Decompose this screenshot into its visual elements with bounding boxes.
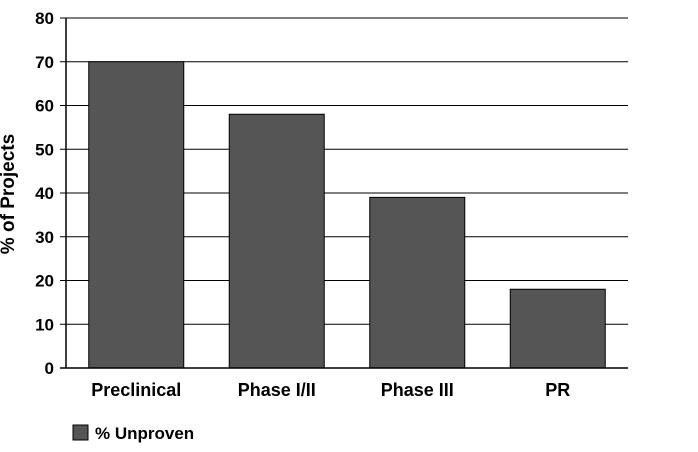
x-tick-label: Phase I/II — [238, 380, 316, 400]
y-tick-label: 0 — [45, 359, 54, 378]
y-tick-label: 80 — [35, 9, 54, 28]
x-tick-label: Phase III — [381, 380, 454, 400]
y-tick-labels: 0 10 20 30 40 50 60 70 80 — [35, 9, 54, 378]
y-axis-label: % of Projects — [0, 134, 19, 254]
y-tick-label: 60 — [35, 97, 54, 116]
bar-phase-i-ii — [228, 113, 325, 369]
y-tick-label: 50 — [35, 140, 54, 159]
x-tick-label: Preclinical — [91, 380, 181, 400]
y-tick-label: 20 — [35, 272, 54, 291]
bar-preclinical — [88, 61, 185, 369]
bars — [88, 61, 606, 369]
bar-pr — [509, 288, 606, 369]
x-tick-labels: Preclinical Phase I/II Phase III PR — [91, 380, 570, 400]
y-tick-label: 70 — [35, 53, 54, 72]
legend-swatch — [72, 424, 89, 441]
y-tick-label: 10 — [35, 315, 54, 334]
x-tick-label: PR — [545, 380, 570, 400]
legend: % Unproven — [72, 424, 194, 443]
bar-phase-iii — [369, 196, 466, 369]
y-tick-label: 30 — [35, 228, 54, 247]
axes — [60, 18, 628, 369]
legend-label: % Unproven — [95, 424, 194, 443]
y-tick-label: 40 — [35, 184, 54, 203]
